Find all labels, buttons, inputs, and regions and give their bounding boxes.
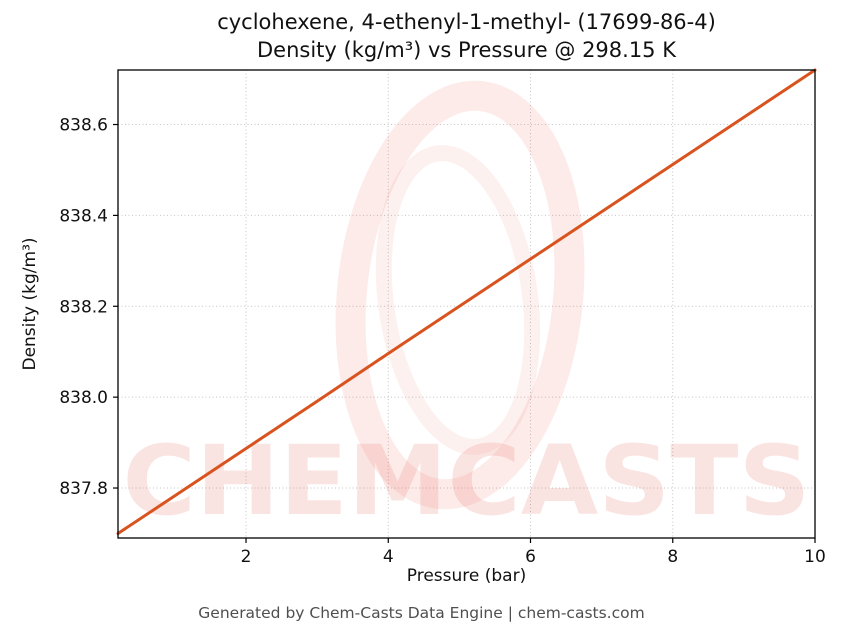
chart-title-line2: Density (kg/m³) vs Pressure @ 298.15 K [256,38,676,62]
svg-text:CHEMCASTS: CHEMCASTS [123,425,811,537]
y-axis-label: Density (kg/m³) [20,237,40,371]
x-axis-label: Pressure (bar) [406,566,527,586]
svg-text:2: 2 [241,547,252,567]
svg-text:838.6: 838.6 [59,116,108,136]
svg-text:837.8: 837.8 [59,479,108,499]
svg-text:10: 10 [804,547,826,567]
watermark-text: CHEMCASTS [123,425,811,537]
svg-text:8: 8 [667,547,678,567]
plot-border [117,69,816,539]
svg-text:6: 6 [525,547,536,567]
y-gridlines [118,124,815,489]
footer-credit: Generated by Chem-Casts Data Engine | ch… [198,604,645,622]
chart-title: cyclohexene, 4-ethenyl-1-methyl- (17699-… [118,8,815,64]
density-line [116,68,817,535]
x-ticks [245,538,816,543]
svg-text:838.0: 838.0 [59,388,108,408]
svg-text:838.4: 838.4 [59,206,108,226]
chart-title-line1: cyclohexene, 4-ethenyl-1-methyl- (17699-… [217,10,716,34]
x-tick-labels: 2 4 6 8 10 [241,547,826,567]
y-tick-labels: 837.8 838.0 838.2 838.4 838.6 [59,116,108,499]
y-ticks [113,123,118,489]
svg-text:4: 4 [383,547,394,567]
chemcasts-swirl-logo [335,80,585,510]
svg-text:838.2: 838.2 [59,297,108,317]
